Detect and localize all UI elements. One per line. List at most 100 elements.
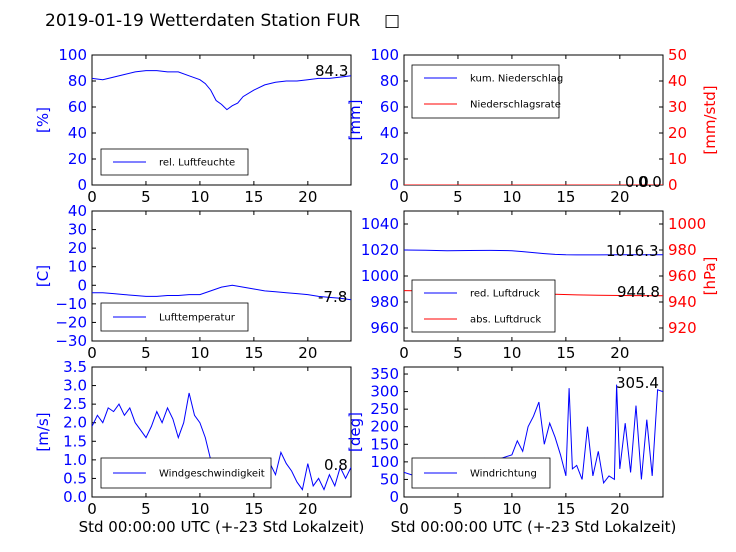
y-tick-label: 30 — [68, 221, 87, 239]
x-tick-label: 20 — [610, 500, 629, 518]
y-tick-label: −10 — [55, 295, 87, 313]
value-annotation-2: 0.0 — [638, 173, 662, 191]
x-tick-label: 20 — [610, 344, 629, 362]
legend-label: red. Luftdruck — [470, 289, 540, 300]
x-tick-label: 10 — [502, 500, 521, 518]
y-tick-label: 1040 — [361, 215, 399, 233]
y-axis-label: [mm] — [346, 100, 364, 141]
x-tick-label: 0 — [399, 188, 409, 206]
x-tick-label: 10 — [502, 188, 521, 206]
x-tick-label: 10 — [502, 344, 521, 362]
y-tick-label: 250 — [370, 400, 399, 418]
x-tick-label: 15 — [244, 344, 263, 362]
legend-label: kum. Niederschlag — [470, 74, 563, 85]
y-tick-label: 20 — [68, 150, 87, 168]
y-tick-label: 100 — [58, 46, 87, 64]
x-tick-label: 0 — [87, 344, 97, 362]
x-axis-label: Std 00:00:00 UTC (+-23 Std Lokalzeit) — [79, 518, 365, 536]
y-tick-label: 50 — [380, 470, 399, 488]
panel-4: 0 5 10 15 20 960 980 1000 1020 1040 920 940 960 980 10… — [361, 210, 719, 362]
axes-frame — [403, 366, 664, 498]
y-right-tick-label: 960 — [668, 267, 697, 285]
y-tick-label: 3.5 — [63, 358, 87, 376]
x-tick-label: 5 — [141, 188, 151, 206]
x-tick-label: 0 — [87, 188, 97, 206]
x-tick-label: 0 — [87, 500, 97, 518]
series-line-1 — [92, 70, 351, 111]
legend-label: Niederschlagsrate — [470, 100, 561, 111]
y-tick-label: 1.0 — [63, 451, 87, 469]
y-right-axis-label: [hPa] — [701, 257, 719, 296]
y-tick-label: 980 — [370, 293, 399, 311]
x-tick-label: 0 — [399, 500, 409, 518]
x-tick-label: 20 — [298, 500, 317, 518]
y-tick-label: 200 — [370, 418, 399, 436]
title-glyph: □ — [384, 11, 400, 31]
x-tick-label: 20 — [610, 188, 629, 206]
y-axis-label: [C] — [34, 265, 52, 287]
x-tick-label: 15 — [244, 500, 263, 518]
y-tick-label: 100 — [370, 453, 399, 471]
y-tick-label: 40 — [380, 124, 399, 142]
axes-frame — [91, 210, 352, 342]
y-tick-label: 20 — [68, 239, 87, 257]
value-annotation: 0.8 — [324, 456, 348, 474]
y-tick-label: 3.0 — [63, 377, 87, 395]
y-tick-label: −30 — [55, 332, 87, 350]
x-tick-label: 15 — [244, 188, 263, 206]
y-tick-label: 60 — [68, 98, 87, 116]
y-tick-label: 20 — [380, 150, 399, 168]
axes-frame — [91, 366, 352, 498]
axes-frame — [91, 54, 352, 186]
y-right-tick-label: 40 — [668, 72, 687, 90]
y-tick-label: 0 — [77, 276, 87, 294]
x-tick-label: 5 — [141, 500, 151, 518]
panel-3: 0 5 10 15 20−30−20−10010203040[C]Lufttempera… — [34, 202, 352, 362]
x-tick-label: 5 — [141, 344, 151, 362]
x-tick-label: 5 — [453, 188, 463, 206]
value-annotation: 1016.3 — [606, 242, 659, 260]
y-tick-label: 40 — [68, 202, 87, 220]
x-tick-label: 5 — [453, 500, 463, 518]
x-axis-label: Std 00:00:00 UTC (+-23 Std Lokalzeit) — [391, 518, 677, 536]
y-right-tick-label: 0 — [668, 176, 678, 194]
y-right-tick-label: 920 — [668, 319, 697, 337]
figure-title: 2019-01-19 Wetterdaten Station FUR — [45, 11, 361, 31]
y-tick-label: 80 — [380, 72, 399, 90]
y-right-tick-label: 940 — [668, 293, 697, 311]
y-right-tick-label: 20 — [668, 124, 687, 142]
legend-label: rel. Luftfeuchte — [159, 158, 235, 169]
y-tick-label: 150 — [370, 435, 399, 453]
legend-box — [411, 279, 556, 333]
x-tick-label: 10 — [190, 188, 209, 206]
y-tick-label: 300 — [370, 383, 399, 401]
y-tick-label: 0 — [77, 176, 87, 194]
y-right-axis-label: [mm/std] — [701, 85, 719, 154]
legend-label: Lufttemperatur — [159, 313, 236, 324]
y-tick-label: 350 — [370, 365, 399, 383]
x-tick-label: 10 — [190, 344, 209, 362]
value-annotation-2: 944.8 — [617, 283, 660, 301]
y-tick-label: −20 — [55, 313, 87, 331]
legend-label: Windgeschwindigkeit — [159, 469, 265, 480]
x-tick-label: 15 — [556, 344, 575, 362]
y-axis-label: [m/s] — [34, 412, 52, 451]
panel-1: 0 5 10 15 20 0 20 40 60 80 100 [%] rel. Luftfeuchte 8… — [34, 46, 352, 206]
panel-5: 0 5 10 15 20 0.00.51.01.52.02.53.03.5 [m/s] Std… — [34, 358, 364, 536]
y-tick-label: 0 — [389, 176, 399, 194]
y-tick-label: 0.0 — [63, 488, 87, 506]
y-axis-label: [deg] — [346, 412, 364, 452]
y-tick-label: 100 — [370, 46, 399, 64]
y-tick-label: 2.5 — [63, 395, 87, 413]
y-tick-label: 40 — [68, 124, 87, 142]
series-line-1 — [92, 284, 351, 301]
x-tick-label: 5 — [453, 344, 463, 362]
y-tick-label: 0 — [389, 488, 399, 506]
y-tick-label: 1.5 — [63, 432, 87, 450]
y-tick-label: 80 — [68, 72, 87, 90]
y-tick-label: 1000 — [361, 267, 399, 285]
legend-label: abs. Luftdruck — [470, 315, 541, 326]
legend-label: Windrichtung — [470, 469, 537, 480]
